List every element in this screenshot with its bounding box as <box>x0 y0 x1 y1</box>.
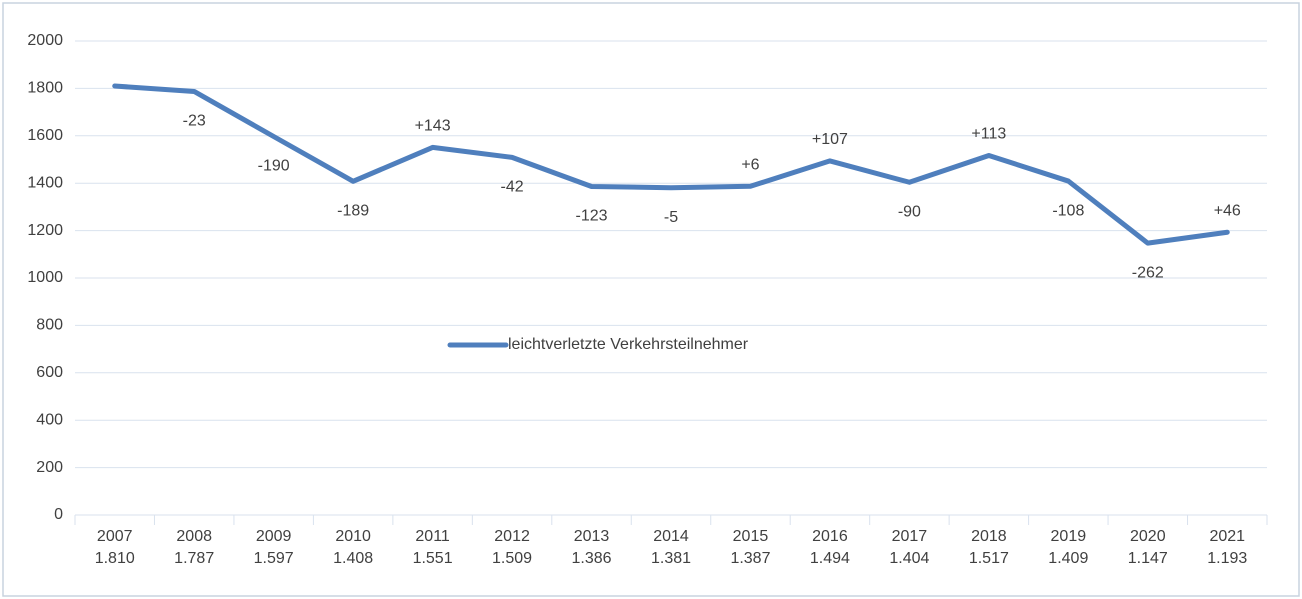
value-label: 1.517 <box>969 550 1009 567</box>
value-label: 1.147 <box>1128 550 1168 567</box>
change-label: +113 <box>971 126 1006 143</box>
change-label: -123 <box>576 208 608 225</box>
change-label: -23 <box>183 113 206 130</box>
value-label: 1.551 <box>413 550 453 567</box>
change-label: -90 <box>898 203 921 220</box>
y-tick-label: 200 <box>36 459 63 476</box>
x-tick-label: 2013 <box>574 528 610 545</box>
value-label: 1.387 <box>730 550 770 567</box>
change-label: -262 <box>1132 264 1164 281</box>
value-label: 1.408 <box>333 550 373 567</box>
value-label: 1.494 <box>810 550 850 567</box>
change-label: -108 <box>1052 202 1084 219</box>
y-tick-label: 1200 <box>27 222 63 239</box>
value-label: 1.386 <box>572 550 612 567</box>
y-tick-label: 1800 <box>27 80 63 97</box>
x-tick-label: 2014 <box>653 528 689 545</box>
x-tick-label: 2012 <box>494 528 530 545</box>
y-tick-label: 800 <box>36 317 63 334</box>
value-label: 1.810 <box>95 550 135 567</box>
x-tick-label: 2009 <box>256 528 292 545</box>
value-label: 1.409 <box>1048 550 1088 567</box>
x-tick-label: 2016 <box>812 528 848 545</box>
change-label: -5 <box>664 209 678 226</box>
change-label: +107 <box>812 131 848 148</box>
change-label: +46 <box>1214 202 1241 219</box>
x-tick-label: 2017 <box>892 528 928 545</box>
change-label: -189 <box>337 203 369 220</box>
y-tick-label: 0 <box>54 506 63 523</box>
legend-label: leichtverletzte Verkehrsteilnehmer <box>508 336 749 353</box>
x-tick-label: 2019 <box>1051 528 1087 545</box>
y-tick-label: 600 <box>36 364 63 381</box>
value-label: 1.509 <box>492 550 532 567</box>
y-tick-label: 1400 <box>27 174 63 191</box>
value-label: 1.787 <box>174 550 214 567</box>
x-tick-label: 2021 <box>1209 528 1245 545</box>
x-tick-label: 2007 <box>97 528 133 545</box>
x-tick-label: 2008 <box>176 528 212 545</box>
x-tick-label: 2011 <box>415 528 450 545</box>
x-tick-label: 2010 <box>335 528 371 545</box>
change-label: +143 <box>415 118 451 135</box>
value-label: 1.404 <box>889 550 929 567</box>
x-tick-label: 2020 <box>1130 528 1166 545</box>
y-tick-label: 2000 <box>27 32 63 49</box>
x-tick-label: 2015 <box>733 528 769 545</box>
change-label: -42 <box>501 179 524 196</box>
data-line <box>112 83 1230 246</box>
change-label: -190 <box>258 158 290 175</box>
y-tick-label: 400 <box>36 411 63 428</box>
value-label: 1.193 <box>1207 550 1247 567</box>
x-tick-label: 2018 <box>971 528 1007 545</box>
value-label: 1.597 <box>254 550 294 567</box>
value-label: 1.381 <box>651 550 691 567</box>
y-tick-label: 1600 <box>27 127 63 144</box>
y-tick-label: 1000 <box>27 269 63 286</box>
change-label: +6 <box>741 156 759 173</box>
